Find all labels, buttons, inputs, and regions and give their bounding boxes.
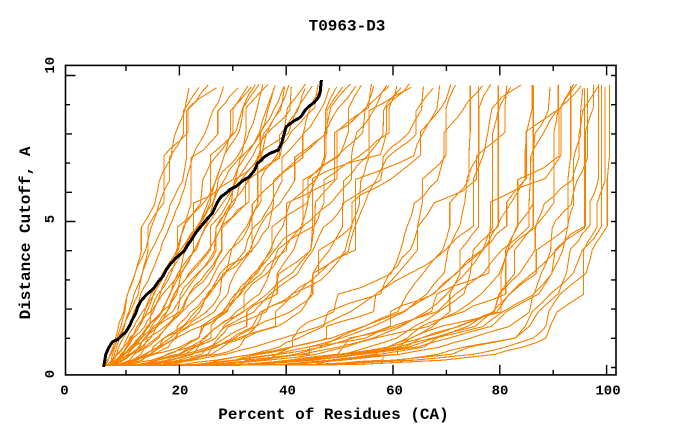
svg-text:T0963-D3: T0963-D3 xyxy=(309,18,386,36)
svg-text:0: 0 xyxy=(43,370,59,378)
svg-text:5: 5 xyxy=(43,215,59,223)
svg-text:20: 20 xyxy=(172,384,189,400)
svg-text:100: 100 xyxy=(595,384,620,400)
svg-text:40: 40 xyxy=(279,384,296,400)
svg-text:10: 10 xyxy=(43,57,59,74)
svg-text:60: 60 xyxy=(386,384,403,400)
svg-text:0: 0 xyxy=(60,384,68,400)
svg-text:Percent of Residues (CA): Percent of Residues (CA) xyxy=(218,406,448,424)
svg-text:80: 80 xyxy=(492,384,509,400)
svg-text:Distance Cutoff, A: Distance Cutoff, A xyxy=(17,146,35,319)
